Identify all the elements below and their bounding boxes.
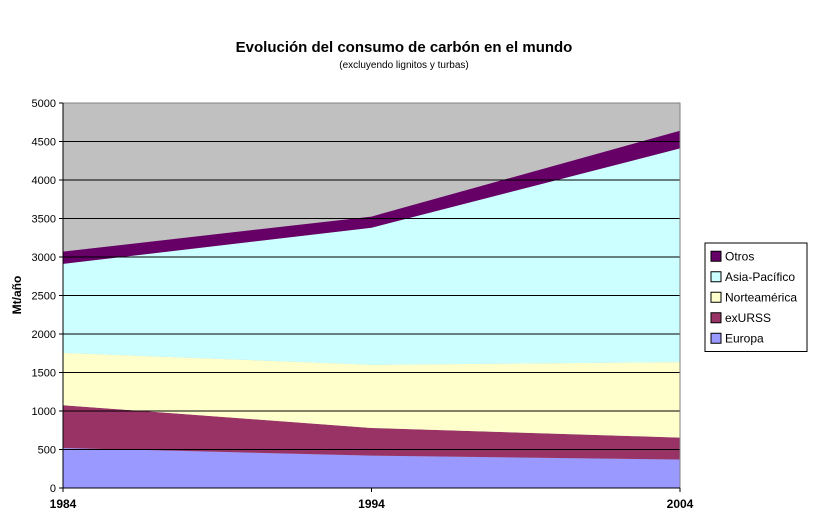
legend-label-0: Europa — [725, 331, 764, 345]
y-tick-label-9: 4500 — [32, 137, 56, 149]
y-tick-label-3: 1500 — [32, 368, 56, 380]
legend-box — [704, 242, 808, 352]
x-tick-label-2: 2004 — [667, 497, 694, 511]
area-series-1 — [63, 405, 680, 460]
y-tick-label-2: 1000 — [32, 406, 56, 418]
y-tick-label-8: 4000 — [32, 175, 56, 187]
y-tick-label-7: 3500 — [32, 214, 56, 226]
chart-title: Evolución del consumo de carbón en el mu… — [236, 39, 573, 56]
legend-swatch-0 — [710, 332, 722, 344]
legend-swatch-1 — [710, 312, 722, 324]
y-tick-label-4: 2000 — [32, 329, 56, 341]
legend: Otros Asia-Pacífico Norteamérica exURSS Euro… — [704, 242, 808, 352]
y-tick-label-0: 0 — [50, 483, 56, 495]
legend-swatch-2 — [710, 291, 722, 303]
y-tick-label-5: 2500 — [32, 291, 56, 303]
x-tick-label-1: 1994 — [358, 497, 385, 511]
area-series-0 — [63, 447, 680, 488]
legend-swatch-4 — [710, 250, 722, 262]
y-tick-label-1: 500 — [38, 445, 56, 457]
legend-label-4: Otros — [725, 249, 754, 263]
area-series-4 — [63, 130, 680, 264]
y-axis-label: Mt/año — [10, 276, 24, 315]
legend-label-1: exURSS — [725, 311, 771, 325]
area-series-2 — [63, 352, 680, 438]
y-tick-label-6: 3000 — [32, 252, 56, 264]
legend-label-3: Asia-Pacífico — [725, 270, 795, 284]
x-tick-label-0: 1984 — [50, 497, 77, 511]
legend-swatch-3 — [710, 271, 722, 283]
legend-label-2: Norteamérica — [725, 290, 797, 304]
chart-subtitle: (excluyendo lignitos y turbas) — [339, 60, 469, 71]
y-tick-label-10: 5000 — [32, 98, 56, 110]
axes: 0 500 1000 1500 2000 2500 3000 3500 4000 4500 5000… — [32, 98, 694, 511]
plot-area — [62, 102, 681, 489]
